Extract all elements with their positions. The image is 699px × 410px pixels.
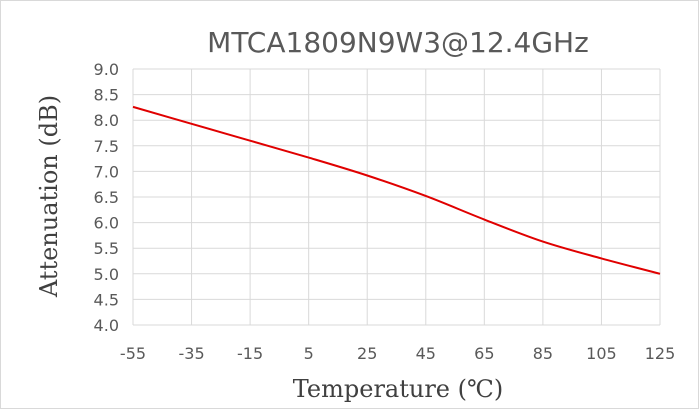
- x-axis-ticks: -55 -35 -15 5 25 45 65 85 105 125: [120, 344, 675, 363]
- y-tick-label: 8.0: [94, 111, 119, 130]
- x-tick-label: -35: [178, 344, 204, 363]
- y-tick-label: 4.5: [94, 290, 119, 309]
- x-axis-title: Temperature (℃): [293, 375, 503, 403]
- x-tick-label: -15: [237, 344, 263, 363]
- y-tick-label: 9.0: [94, 60, 119, 79]
- y-tick-label: 7.5: [94, 137, 119, 156]
- y-tick-label: 6.0: [94, 214, 119, 233]
- y-tick-label: 5.0: [94, 265, 119, 284]
- x-tick-label: 105: [586, 344, 617, 363]
- chart-title: MTCA1809N9W3@12.4GHz: [207, 26, 589, 59]
- x-tick-label: 5: [304, 344, 314, 363]
- x-tick-label: -55: [120, 344, 146, 363]
- y-axis-title: Attenuation (dB): [35, 95, 63, 298]
- y-tick-label: 5.5: [94, 239, 119, 258]
- y-tick-label: 7.0: [94, 162, 119, 181]
- x-tick-label: 45: [416, 344, 436, 363]
- y-tick-label: 4.0: [94, 316, 119, 335]
- x-tick-label: 65: [474, 344, 494, 363]
- y-tick-label: 8.5: [94, 86, 119, 105]
- x-tick-label: 25: [357, 344, 377, 363]
- series-layer: [132, 105, 661, 275]
- series-line: [132, 105, 661, 275]
- y-axis-ticks: 4.0 4.5 5.0 5.5 6.0 6.5 7.0 7.5 8.0 8.5 9.0: [94, 60, 119, 335]
- x-tick-label: 125: [645, 344, 676, 363]
- gridlines: [132, 68, 661, 326]
- x-tick-label: 85: [533, 344, 553, 363]
- y-tick-label: 6.5: [94, 188, 119, 207]
